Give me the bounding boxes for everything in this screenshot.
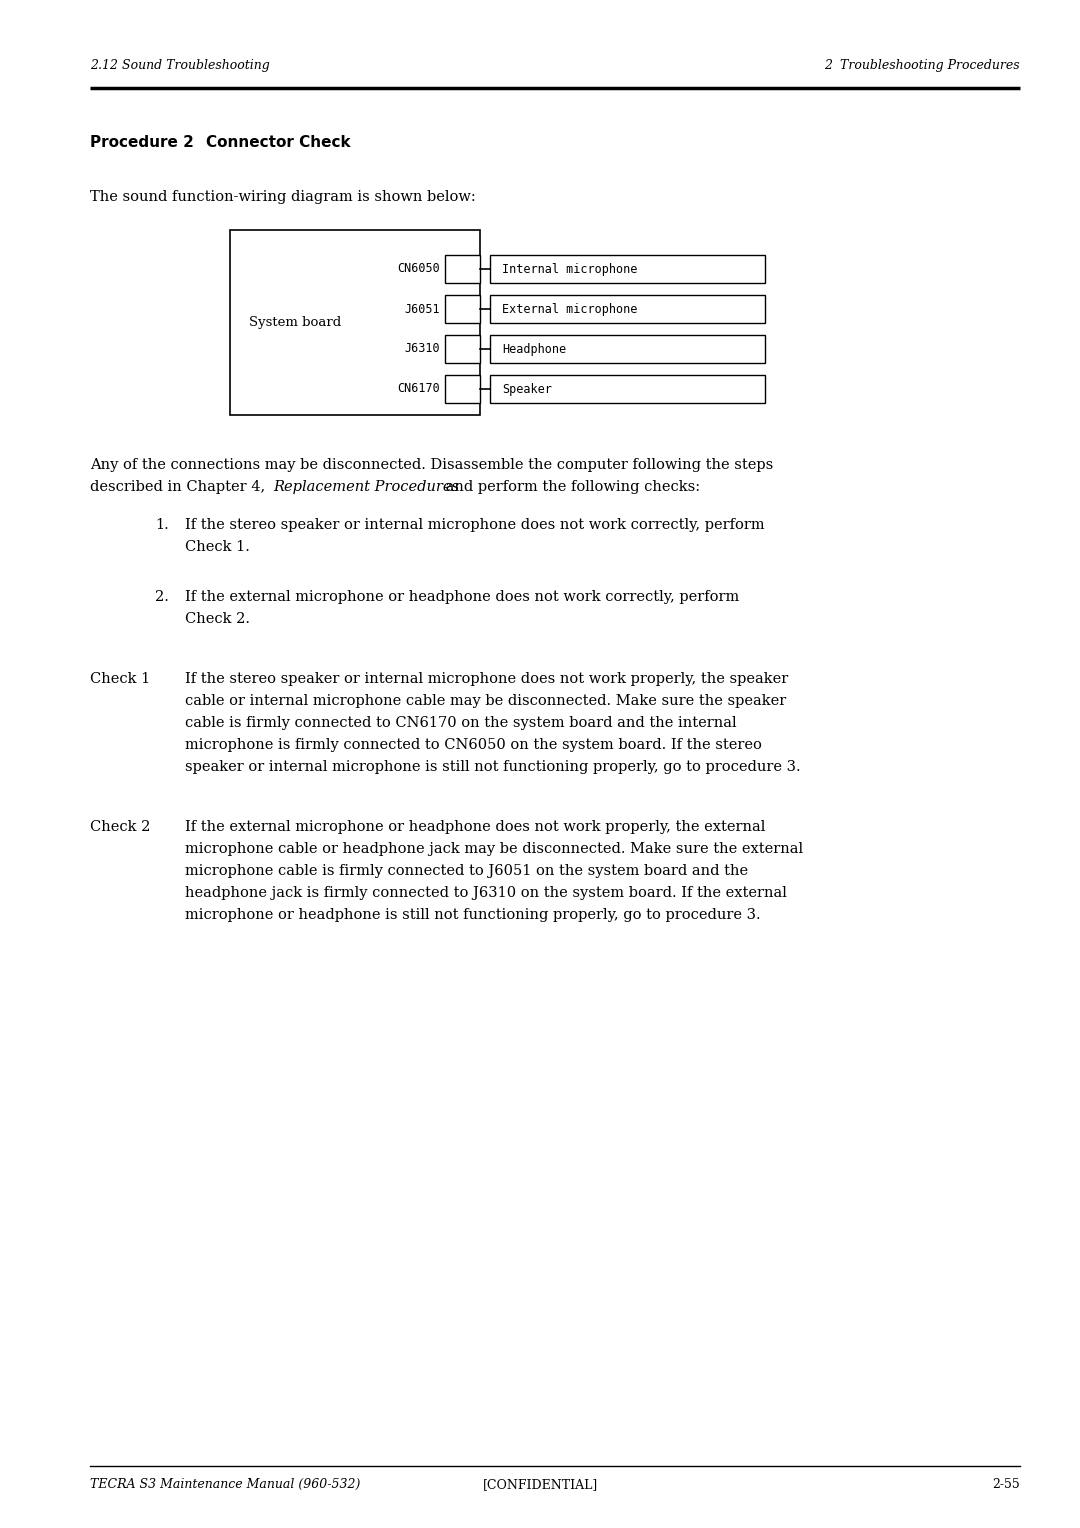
Text: Speaker: Speaker: [502, 382, 552, 396]
Text: cable or internal microphone cable may be disconnected. Make sure the speaker: cable or internal microphone cable may b…: [185, 694, 786, 707]
Text: If the external microphone or headphone does not work correctly, perform: If the external microphone or headphone …: [185, 590, 739, 604]
Text: CN6050: CN6050: [397, 263, 440, 275]
Text: 2-55: 2-55: [993, 1478, 1020, 1491]
Text: 2.: 2.: [156, 590, 168, 604]
Text: Check 2.: Check 2.: [185, 613, 249, 626]
Text: and perform the following checks:: and perform the following checks:: [441, 480, 700, 494]
Text: If the stereo speaker or internal microphone does not work properly, the speaker: If the stereo speaker or internal microp…: [185, 672, 788, 686]
Text: Check 1: Check 1: [90, 672, 150, 686]
Text: Headphone: Headphone: [502, 342, 566, 356]
Bar: [445, 295, 480, 322]
Bar: [445, 335, 480, 364]
Text: Check 2: Check 2: [90, 821, 150, 834]
Text: J6310: J6310: [404, 342, 440, 356]
Text: [CONFIDENTIAL]: [CONFIDENTIAL]: [483, 1478, 597, 1491]
Text: The sound function-wiring diagram is shown below:: The sound function-wiring diagram is sho…: [90, 189, 476, 205]
Bar: [230, 231, 480, 416]
Text: 2.12 Sound Troubleshooting: 2.12 Sound Troubleshooting: [90, 60, 270, 72]
Text: 1.: 1.: [156, 518, 168, 532]
Text: headphone jack is firmly connected to J6310 on the system board. If the external: headphone jack is firmly connected to J6…: [185, 886, 787, 900]
Text: Check 1.: Check 1.: [185, 539, 249, 555]
Text: speaker or internal microphone is still not functioning properly, go to procedur: speaker or internal microphone is still …: [185, 759, 800, 775]
Text: External microphone: External microphone: [502, 303, 637, 315]
Text: If the stereo speaker or internal microphone does not work correctly, perform: If the stereo speaker or internal microp…: [185, 518, 765, 532]
Bar: [490, 374, 765, 403]
Text: cable is firmly connected to CN6170 on the system board and the internal: cable is firmly connected to CN6170 on t…: [185, 717, 737, 730]
Text: J6051: J6051: [404, 303, 440, 315]
Text: microphone or headphone is still not functioning properly, go to procedure 3.: microphone or headphone is still not fun…: [185, 908, 760, 921]
Text: microphone is firmly connected to CN6050 on the system board. If the stereo: microphone is firmly connected to CN6050…: [185, 738, 761, 752]
Text: Internal microphone: Internal microphone: [502, 263, 637, 275]
Bar: [490, 255, 765, 283]
Text: Connector Check: Connector Check: [185, 134, 351, 150]
Bar: [445, 374, 480, 403]
Text: If the external microphone or headphone does not work properly, the external: If the external microphone or headphone …: [185, 821, 766, 834]
Bar: [445, 255, 480, 283]
Text: CN6170: CN6170: [397, 382, 440, 396]
Text: microphone cable or headphone jack may be disconnected. Make sure the external: microphone cable or headphone jack may b…: [185, 842, 804, 856]
Text: Any of the connections may be disconnected. Disassemble the computer following t: Any of the connections may be disconnect…: [90, 458, 773, 472]
Bar: [490, 335, 765, 364]
Text: described in Chapter 4,: described in Chapter 4,: [90, 480, 270, 494]
Text: System board: System board: [248, 316, 341, 329]
Text: 2  Troubleshooting Procedures: 2 Troubleshooting Procedures: [824, 60, 1020, 72]
Text: TECRA S3 Maintenance Manual (960-532): TECRA S3 Maintenance Manual (960-532): [90, 1478, 361, 1491]
Text: microphone cable is firmly connected to J6051 on the system board and the: microphone cable is firmly connected to …: [185, 863, 748, 879]
Bar: [490, 295, 765, 322]
Text: Procedure 2: Procedure 2: [90, 134, 194, 150]
Text: Replacement Procedures: Replacement Procedures: [273, 480, 459, 494]
